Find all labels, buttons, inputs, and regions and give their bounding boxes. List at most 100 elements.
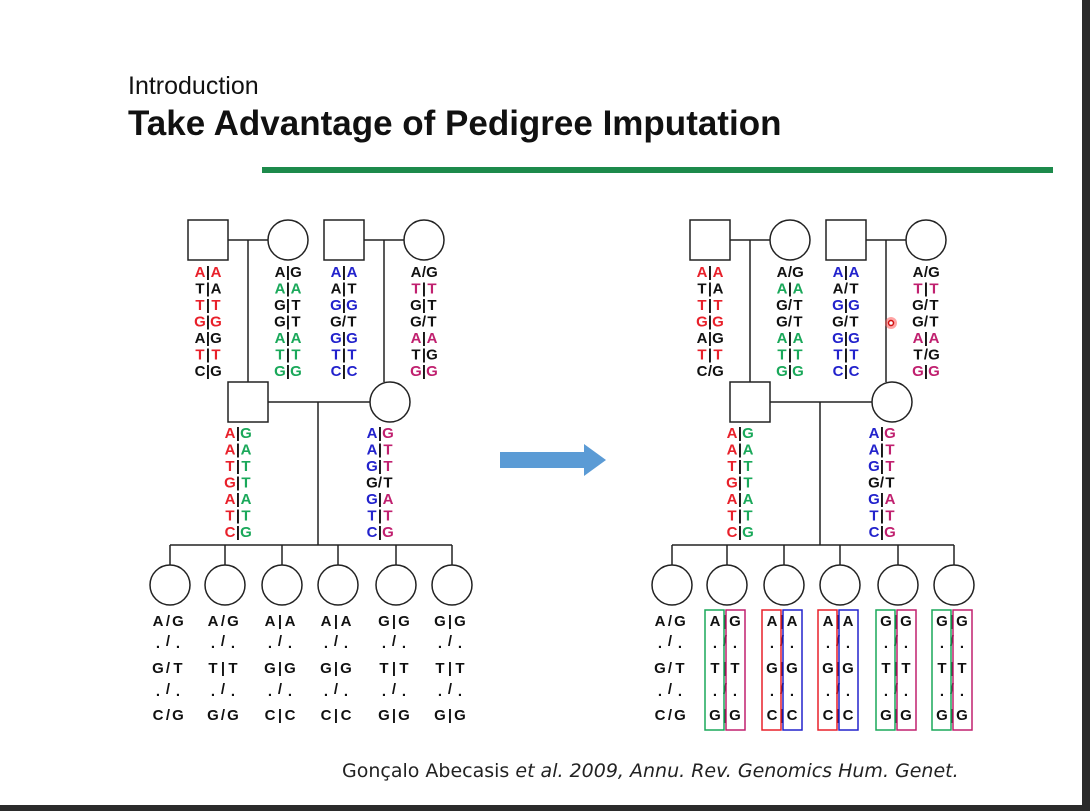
allele-1: G [207,707,219,724]
allele-dot: . [344,635,348,652]
allele-2: T [211,347,220,364]
allele-dot: . [176,683,180,700]
allele-2: T [291,297,300,314]
allele-2: G [284,660,296,677]
allele-1: A [331,281,342,298]
allele-separator: | [894,613,898,630]
allele-1: G [832,297,844,314]
allele-separator: | [422,297,426,314]
allele-2: G [900,613,912,630]
allele-2: G [792,264,804,281]
allele-2: G [454,613,466,630]
parent-female [369,381,411,423]
allele-separator: | [342,297,346,314]
allele-separator: / [788,264,793,281]
allele-2: G [848,330,860,347]
allele-1: T [913,347,922,364]
allele-1: G [868,475,880,492]
allele-1: A [727,442,738,459]
allele-dot: . [733,635,737,652]
allele-1: G [776,297,788,314]
allele-separator: | [708,297,712,314]
allele-separator: | [880,442,884,459]
allele-2: T [793,297,802,314]
allele-1: C [321,707,332,724]
allele-separator: | [236,508,240,525]
allele-dot: . [846,635,850,652]
grandparent-male [825,219,867,261]
allele-separator: | [206,330,210,347]
allele-2: G [210,363,222,380]
allele-1: A [225,491,236,508]
allele-1: T [727,458,736,475]
allele-1: A [823,613,834,630]
allele-1: G [822,660,834,677]
child-female [877,564,919,606]
allele-dot: . [904,635,908,652]
allele-separator: / [422,314,427,331]
allele-1: A [331,264,342,281]
allele-2: G [227,707,239,724]
parent-male [227,381,269,423]
allele-1: A [225,425,236,442]
allele-1: A [195,264,206,281]
allele-dot: . [438,683,442,700]
allele-1: T [195,281,204,298]
allele-2: T [901,660,910,677]
allele-2: T [173,660,182,677]
child-female [204,564,246,606]
allele-1: G [912,363,924,380]
allele-1: C [331,363,342,380]
allele-1: C [655,707,666,724]
allele-separator: | [334,613,338,630]
allele-dot: . [211,683,215,700]
allele-separator: | [880,491,884,508]
allele-separator: / [392,681,397,698]
allele-2: G [340,660,352,677]
haplotype-box-left [931,609,952,731]
allele-2: A [291,330,302,347]
allele-2: T [929,297,938,314]
allele-separator: | [924,330,928,347]
allele-2: G [842,660,854,677]
allele-separator: | [236,475,240,492]
allele-2: G [712,363,724,380]
allele-separator: | [780,613,784,630]
allele-separator: | [378,458,382,475]
allele-2: G [210,314,222,331]
allele-1: G [880,613,892,630]
allele-separator: | [278,660,282,677]
allele-1: C [823,707,834,724]
allele-separator: / [788,297,793,314]
allele-2: G [729,707,741,724]
allele-dot: . [846,683,850,700]
allele-1: C [727,524,738,541]
allele-1: T [379,660,388,677]
allele-dot: . [826,683,830,700]
allele-separator: / [844,281,849,298]
allele-dot: . [770,683,774,700]
allele-separator: | [236,491,240,508]
allele-1: C [697,363,708,380]
allele-separator: / [924,264,929,281]
allele-2: G [426,347,438,364]
allele-1: T [727,508,736,525]
allele-1: G [152,660,164,677]
allele-2: A [285,613,296,630]
allele-separator: | [738,458,742,475]
allele-1: G [696,314,708,331]
allele-separator: / [221,681,226,698]
allele-separator: | [342,363,346,380]
allele-separator: | [206,297,210,314]
allele-dot: . [402,683,406,700]
allele-1: G [868,458,880,475]
allele-1: T [411,347,420,364]
allele-1: T [697,347,706,364]
allele-2: A [211,264,222,281]
haplotype-box-left [875,609,896,731]
allele-separator: | [844,330,848,347]
allele-1: T [195,347,204,364]
allele-separator: | [206,264,210,281]
allele-2: T [793,347,802,364]
allele-1: A [411,330,422,347]
